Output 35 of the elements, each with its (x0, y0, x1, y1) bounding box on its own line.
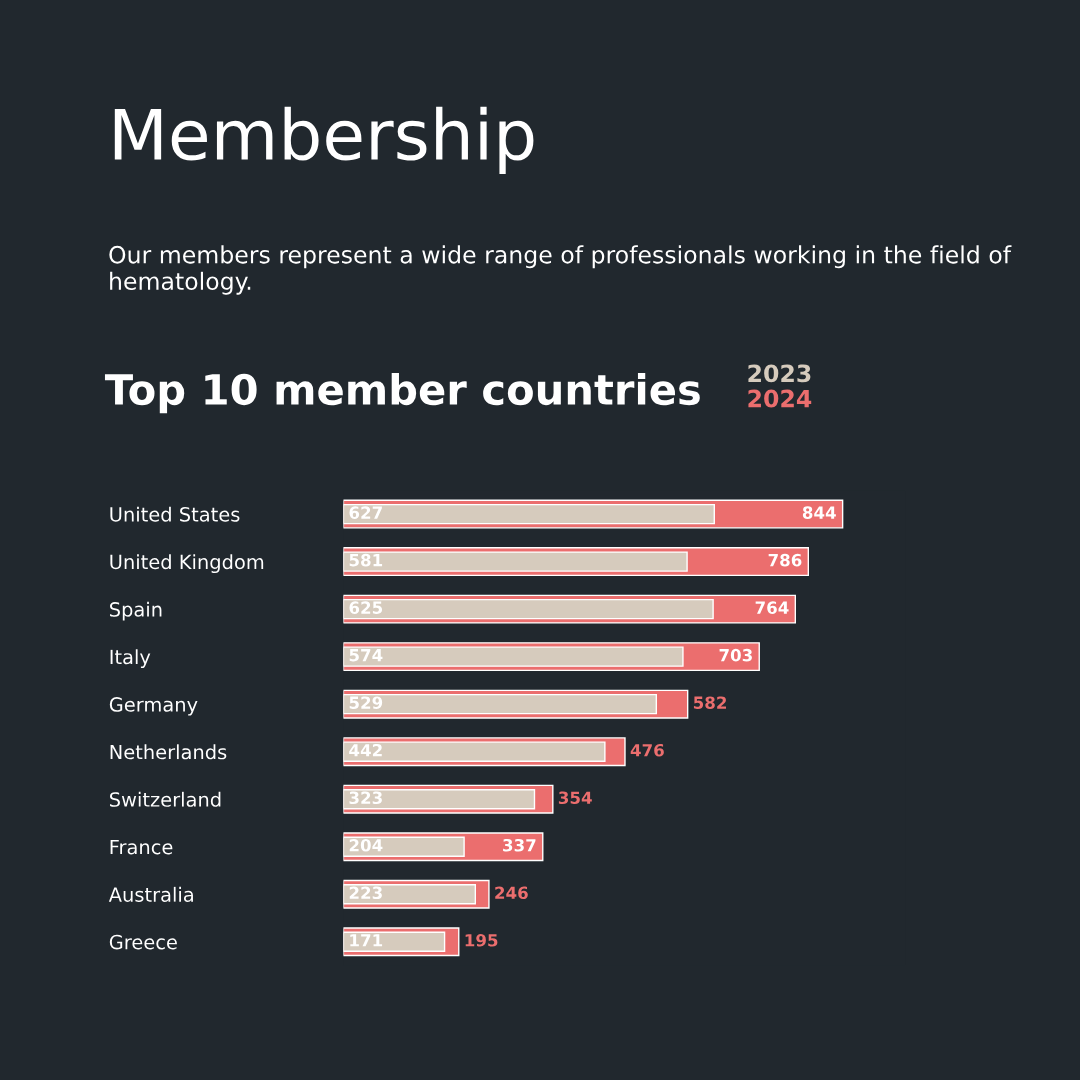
y-tick-label: Greece (109, 934, 177, 950)
y-tick-label: United States (110, 506, 240, 522)
data-label: 529 (349, 696, 383, 709)
data-label: 195 (465, 934, 498, 947)
data-label: 204 (349, 838, 383, 852)
data-label: 223 (349, 886, 382, 900)
y-tick-label: Spain (110, 601, 162, 621)
data-label: 323 (349, 791, 382, 805)
data-label: 582 (693, 696, 727, 709)
y-tick-label: France (110, 839, 173, 855)
data-label: 246 (495, 886, 528, 900)
text: Top 10 member countries (104, 372, 700, 414)
data-label: 581 (349, 553, 383, 567)
data-label: 354 (558, 791, 592, 805)
data-label: 476 (630, 743, 664, 757)
text: 2024 (748, 389, 812, 408)
data-label: 442 (349, 743, 382, 757)
chart-subtitle: Our members represent a wide range of professionals working in the field of hematology. (109, 245, 1012, 295)
data-label: 844 (802, 506, 836, 519)
text: 2023 (748, 364, 811, 383)
data-label: 574 (349, 649, 383, 662)
y-tick-label: United Kingdom (110, 554, 264, 574)
y-tick-label: Australia (108, 886, 193, 902)
data-label: 703 (719, 648, 752, 662)
y-tick-label: Italy (110, 649, 151, 669)
data-label: 764 (755, 601, 789, 614)
data-label: 625 (349, 601, 383, 614)
data-label: 627 (349, 506, 382, 519)
y-tick-label: Germany (109, 697, 198, 716)
y-tick-label: Switzerland (110, 791, 221, 807)
data-label: 337 (503, 838, 536, 852)
data-label: 786 (768, 553, 802, 567)
data-label: 171 (350, 934, 383, 947)
chart-title: Membership (114, 106, 534, 174)
y-tick-label: Netherlands (110, 744, 227, 760)
